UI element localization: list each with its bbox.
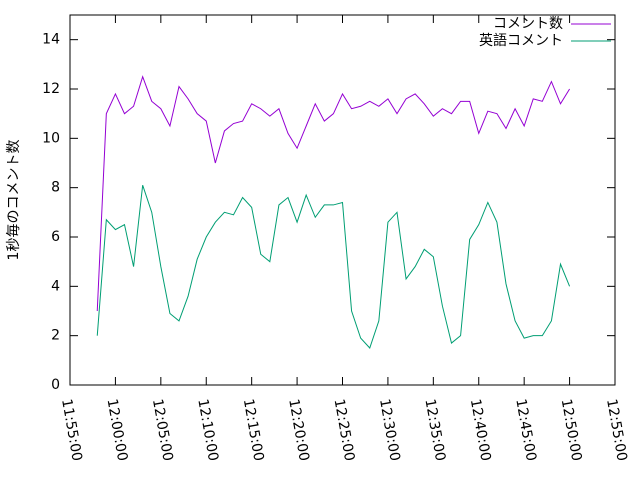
x-tick-label: 12:35:00 (421, 398, 448, 463)
x-tick-label: 12:55:00 (603, 398, 630, 463)
x-tick-label: 12:40:00 (467, 398, 494, 463)
y-tick-label: 0 (51, 377, 60, 393)
x-tick-label: 12:05:00 (149, 398, 176, 463)
x-tick-label: 12:45:00 (512, 398, 539, 463)
y-tick-label: 8 (51, 180, 60, 196)
y-tick-label: 6 (51, 229, 60, 245)
x-tick-label: 12:30:00 (376, 398, 403, 463)
x-tick-label: 12:50:00 (558, 398, 585, 463)
series-line (96, 185, 571, 349)
plot-border (69, 14, 616, 386)
x-tick-label: 12:15:00 (240, 398, 267, 463)
x-tick-label: 11:55:00 (58, 398, 85, 463)
y-axis-label: 1秒毎のコメント数 (6, 140, 22, 261)
x-tick-label: 12:10:00 (194, 398, 221, 463)
series-line (96, 75, 571, 312)
x-tick-label: 12:20:00 (285, 398, 312, 463)
y-tick-label: 2 (51, 328, 60, 344)
y-tick-label: 4 (51, 278, 60, 294)
x-tick-label: 12:25:00 (331, 398, 358, 463)
x-tick-label: 12:00:00 (104, 398, 131, 463)
legend-label: コメント数 (493, 16, 563, 32)
y-tick-label: 12 (42, 81, 60, 97)
y-tick-label: 14 (42, 32, 60, 48)
y-tick-label: 10 (42, 130, 60, 146)
legend-label: 英語コメント (479, 32, 563, 49)
